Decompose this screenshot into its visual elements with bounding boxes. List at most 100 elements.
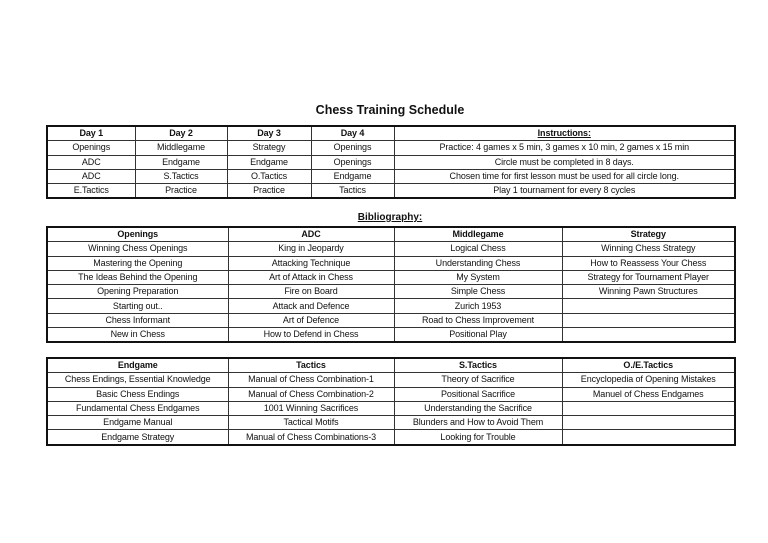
column-header: Openings — [46, 226, 229, 243]
table-row: Starting out.. Attack and Defence Zurich 1… — [46, 298, 736, 314]
table-cell: Chess Informant — [46, 312, 229, 329]
table-cell: Manuel of Chess Endgames — [561, 386, 736, 402]
table-cell: ADC — [46, 168, 136, 185]
table-row: Fundamental Chess Endgames 1001 Winning S… — [46, 400, 736, 417]
bibliography-1-body: Winning Chess Openings King in Jeopardy Lo… — [46, 241, 736, 343]
table-cell: Zurich 1953 — [393, 298, 563, 314]
table-cell: Basic Chess Endings — [46, 386, 229, 402]
table-cell: E.Tactics — [46, 183, 136, 199]
table-row: Openings Middlegame Strategy Openings Practi… — [46, 140, 736, 156]
table-cell: Tactical Motifs — [227, 415, 395, 431]
table-row: Chess Informant Art of Defence Road to Che… — [46, 312, 736, 329]
table-cell: My System — [393, 269, 563, 286]
column-header: Day 3 — [226, 125, 312, 142]
table-row: E.Tactics Practice Practice Tactics Play 1 t… — [46, 183, 736, 199]
table-cell: Understanding the Sacrifice — [393, 400, 563, 417]
table-cell: 1001 Winning Sacrifices — [227, 400, 395, 417]
bibliography-2-body: Chess Endings, Essential Knowledge Manual… — [46, 372, 736, 446]
table-cell: Endgame — [310, 168, 395, 185]
column-header: Tactics — [227, 357, 395, 374]
table-cell: Middlegame — [134, 140, 228, 156]
table-cell: Play 1 tournament for every 8 cycles — [393, 183, 736, 199]
table-row: Endgame Manual Tactical Motifs Blunders an… — [46, 415, 736, 431]
table-cell: O.Tactics — [226, 168, 312, 185]
table-cell: Endgame — [134, 154, 228, 170]
column-header: ADC — [227, 226, 395, 243]
column-header: Day 1 — [46, 125, 136, 142]
table-cell: Chess Endings, Essential Knowledge — [46, 372, 229, 388]
bibliography-table-2: Endgame Tactics S.Tactics O./E.Tactics Ches… — [46, 357, 736, 446]
table-cell: Attacking Technique — [227, 255, 395, 271]
table-cell: Practice: 4 games x 5 min, 3 games x 10 … — [393, 140, 736, 156]
table-cell: Positional Play — [393, 327, 563, 343]
table-row: Endgame Strategy Manual of Chess Combinat… — [46, 429, 736, 446]
table-cell: Endgame Strategy — [46, 429, 229, 446]
table-cell: Art of Attack in Chess — [227, 269, 395, 286]
table-cell: Winning Chess Openings — [46, 241, 229, 257]
table-row: ADC Endgame Endgame Openings Circle must be … — [46, 154, 736, 170]
column-header: Day 4 — [310, 125, 395, 142]
bibliography-heading: Bibliography: — [357, 212, 423, 223]
table-cell: Fire on Board — [227, 284, 395, 300]
table-cell: ADC — [46, 154, 136, 170]
column-header: Endgame — [46, 357, 229, 374]
table-cell — [561, 312, 736, 329]
table-cell — [561, 327, 736, 343]
table-cell: Circle must be completed in 8 days. — [393, 154, 736, 170]
table-cell: How to Reassess Your Chess — [561, 255, 736, 271]
table-cell: Endgame Manual — [46, 415, 229, 431]
table-cell: Understanding Chess — [393, 255, 563, 271]
table-row: Mastering the Opening Attacking Technique… — [46, 255, 736, 271]
page-title: Chess Training Schedule — [315, 103, 465, 117]
column-header: Strategy — [561, 226, 736, 243]
table-cell: Theory of Sacrifice — [393, 372, 563, 388]
bibliography-2-header-row: Endgame Tactics S.Tactics O./E.Tactics — [46, 357, 736, 374]
table-cell: Simple Chess — [393, 284, 563, 300]
table-cell: Encyclopedia of Opening Mistakes — [561, 372, 736, 388]
table-cell: The Ideas Behind the Opening — [46, 269, 229, 286]
table-cell: Openings — [46, 140, 136, 156]
table-cell: Road to Chess Improvement — [393, 312, 563, 329]
table-cell: S.Tactics — [134, 168, 228, 185]
schedule-table: Day 1 Day 2 Day 3 Day 4 Instructions: Openin… — [46, 125, 736, 200]
table-cell: Openings — [310, 140, 395, 156]
table-cell: Strategy — [226, 140, 312, 156]
table-cell: Winning Pawn Structures — [561, 284, 736, 300]
table-cell: Endgame — [226, 154, 312, 170]
bibliography-1-header-row: Openings ADC Middlegame Strategy — [46, 226, 736, 243]
column-header: Instructions: — [393, 125, 736, 142]
table-cell: Starting out.. — [46, 298, 229, 314]
table-cell: Manual of Chess Combination-1 — [227, 372, 395, 388]
bibliography-table-1: Openings ADC Middlegame Strategy Winning Ch… — [46, 226, 736, 344]
table-cell: Practice — [134, 183, 228, 199]
column-header: Middlegame — [393, 226, 563, 243]
table-cell: Winning Chess Strategy — [561, 241, 736, 257]
table-cell: How to Defend in Chess — [227, 327, 395, 343]
table-cell: Looking for Trouble — [393, 429, 563, 446]
table-cell: Manual of Chess Combinations-3 — [227, 429, 395, 446]
table-row: Opening Preparation Fire on Board Simple C… — [46, 284, 736, 300]
table-row: New in Chess How to Defend in Chess Positi… — [46, 327, 736, 343]
table-cell — [561, 415, 736, 431]
table-cell: Manual of Chess Combination-2 — [227, 386, 395, 402]
table-row: Chess Endings, Essential Knowledge Manual… — [46, 372, 736, 388]
table-cell — [561, 298, 736, 314]
table-row: The Ideas Behind the Opening Art of Attac… — [46, 269, 736, 286]
table-cell: Positional Sacrifice — [393, 386, 563, 402]
schedule-body: Openings Middlegame Strategy Openings Practi… — [46, 140, 736, 199]
table-cell: Attack and Defence — [227, 298, 395, 314]
table-cell: New in Chess — [46, 327, 229, 343]
column-header: O./E.Tactics — [561, 357, 736, 374]
table-cell: Art of Defence — [227, 312, 395, 329]
table-cell: King in Jeopardy — [227, 241, 395, 257]
table-row: Basic Chess Endings Manual of Chess Combi… — [46, 386, 736, 402]
schedule-header-row: Day 1 Day 2 Day 3 Day 4 Instructions: — [46, 125, 736, 142]
column-header: S.Tactics — [393, 357, 563, 374]
table-cell — [561, 429, 736, 446]
table-cell: Chosen time for first lesson must be use… — [393, 168, 736, 185]
table-cell: Blunders and How to Avoid Them — [393, 415, 563, 431]
table-cell — [561, 400, 736, 417]
table-cell: Openings — [310, 154, 395, 170]
table-cell: Logical Chess — [393, 241, 563, 257]
table-cell: Mastering the Opening — [46, 255, 229, 271]
